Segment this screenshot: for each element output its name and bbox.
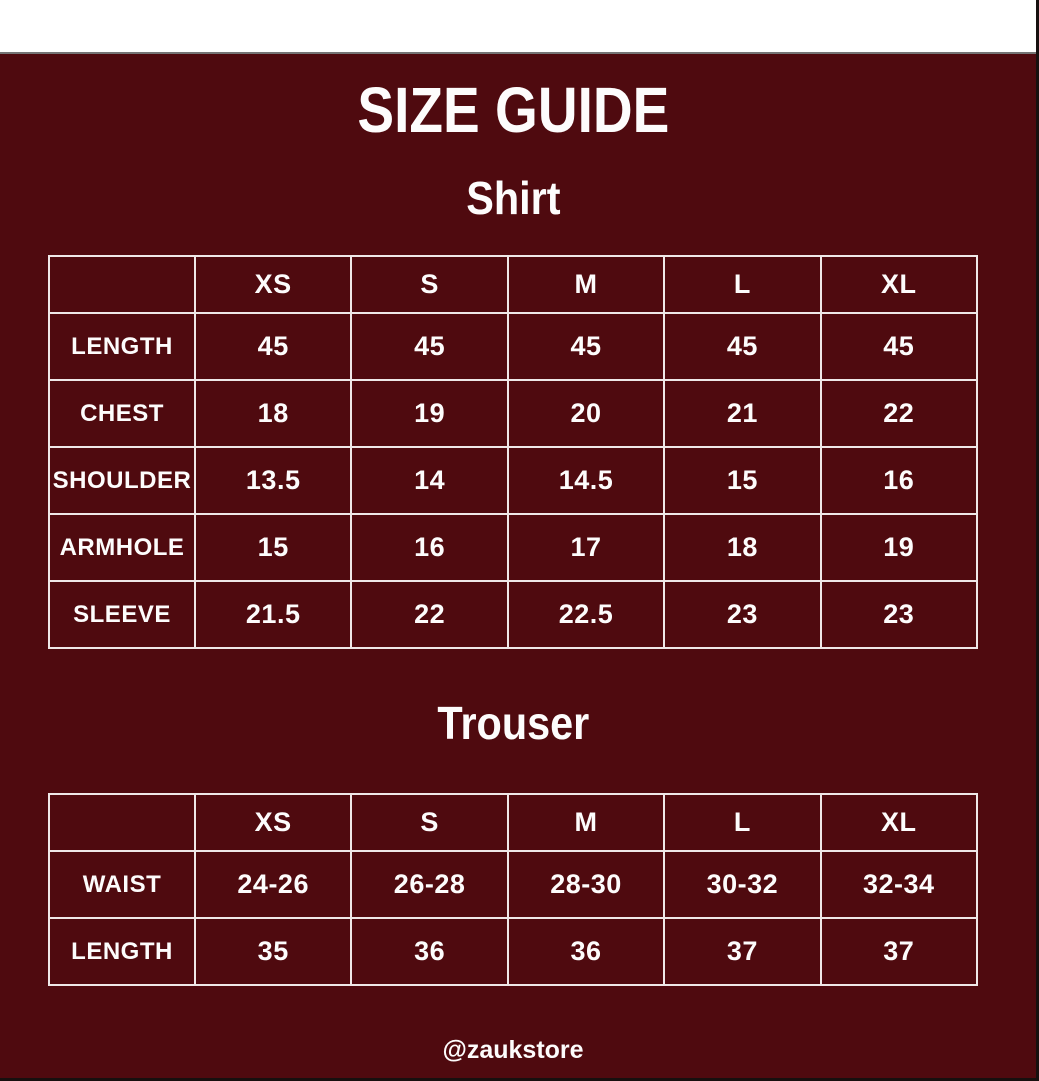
- size-value-cell: 23: [819, 580, 979, 649]
- page-title-text: SIZE GUIDE: [357, 74, 669, 146]
- size-column-header: L: [663, 255, 822, 314]
- size-value-cell: 23: [663, 580, 822, 649]
- trouser-section-title-text: Trouser: [437, 697, 589, 749]
- size-column-header: XS: [193, 255, 353, 314]
- table-row: LENGTH 35 36 36 37 37: [48, 917, 979, 986]
- size-column-header: L: [663, 793, 822, 852]
- size-value-cell: 22.5: [506, 580, 666, 649]
- size-value-cell: 22: [350, 580, 509, 649]
- shirt-section-title-text: Shirt: [465, 172, 561, 224]
- trouser-size-table: XS S M L XL WAIST 24-26 26-28 28-30 30-32 32-34 LEN…: [48, 793, 979, 986]
- size-value-cell: 21: [663, 379, 822, 448]
- size-value-cell: 45: [350, 312, 509, 381]
- size-value-cell: 21.5: [193, 580, 353, 649]
- row-label: ARMHOLE: [48, 513, 196, 582]
- table-row: SLEEVE 21.5 22 22.5 23 23: [48, 580, 979, 649]
- size-value-cell: 32-34: [819, 850, 979, 919]
- store-handle: @zaukstore: [442, 1036, 584, 1064]
- table-row: SHOULDER 13.5 14 14.5 15 16: [48, 446, 979, 515]
- size-value-cell: 37: [663, 917, 822, 986]
- window-bottom-edge-line: [0, 1078, 1039, 1081]
- empty-corner-cell: [48, 793, 196, 852]
- size-value-cell: 45: [663, 312, 822, 381]
- window-right-edge-line: [1036, 0, 1039, 1081]
- size-value-cell: 45: [819, 312, 979, 381]
- size-value-cell: 24-26: [193, 850, 353, 919]
- size-column-header: M: [506, 793, 666, 852]
- size-value-cell: 16: [350, 513, 509, 582]
- header-row: XS S M L XL: [48, 255, 979, 314]
- size-value-cell: 18: [193, 379, 353, 448]
- row-label: SHOULDER: [48, 446, 196, 515]
- size-value-cell: 14.5: [506, 446, 666, 515]
- size-value-cell: 37: [819, 917, 979, 986]
- size-value-cell: 30-32: [663, 850, 822, 919]
- size-value-cell: 14: [350, 446, 509, 515]
- size-value-cell: 22: [819, 379, 979, 448]
- size-value-cell: 18: [663, 513, 822, 582]
- row-label: LENGTH: [48, 917, 196, 986]
- row-label: LENGTH: [48, 312, 196, 381]
- size-value-cell: 19: [350, 379, 509, 448]
- size-value-cell: 26-28: [350, 850, 509, 919]
- row-label: SLEEVE: [48, 580, 196, 649]
- size-value-cell: 17: [506, 513, 666, 582]
- row-label: WAIST: [48, 850, 196, 919]
- size-column-header: XS: [193, 793, 353, 852]
- size-value-cell: 45: [506, 312, 666, 381]
- size-value-cell: 16: [819, 446, 979, 515]
- size-value-cell: 36: [350, 917, 509, 986]
- size-value-cell: 35: [193, 917, 353, 986]
- size-value-cell: 15: [193, 513, 353, 582]
- size-column-header: XL: [819, 255, 979, 314]
- top-white-strip: [0, 0, 1039, 52]
- top-strip-divider-line: [0, 52, 1039, 54]
- table-row: ARMHOLE 15 16 17 18 19: [48, 513, 979, 582]
- row-label: CHEST: [48, 379, 196, 448]
- empty-corner-cell: [48, 255, 196, 314]
- size-column-header: S: [350, 793, 509, 852]
- size-column-header: S: [350, 255, 509, 314]
- size-value-cell: 28-30: [506, 850, 666, 919]
- shirt-section-title: Shirt: [0, 174, 1026, 222]
- size-value-cell: 13.5: [193, 446, 353, 515]
- size-value-cell: 36: [506, 917, 666, 986]
- table-row: WAIST 24-26 26-28 28-30 30-32 32-34: [48, 850, 979, 919]
- header-row: XS S M L XL: [48, 793, 979, 852]
- table-row: CHEST 18 19 20 21 22: [48, 379, 979, 448]
- table-row: LENGTH 45 45 45 45 45: [48, 312, 979, 381]
- size-value-cell: 45: [193, 312, 353, 381]
- size-column-header: M: [506, 255, 666, 314]
- size-value-cell: 15: [663, 446, 822, 515]
- size-value-cell: 20: [506, 379, 666, 448]
- trouser-section-title: Trouser: [0, 699, 1026, 747]
- page-title: SIZE GUIDE: [0, 78, 1026, 142]
- shirt-size-table: XS S M L XL LENGTH 45 45 45 45 45 CHEST 18 19 20 21 22 SH…: [48, 255, 979, 649]
- size-value-cell: 19: [819, 513, 979, 582]
- size-column-header: XL: [819, 793, 979, 852]
